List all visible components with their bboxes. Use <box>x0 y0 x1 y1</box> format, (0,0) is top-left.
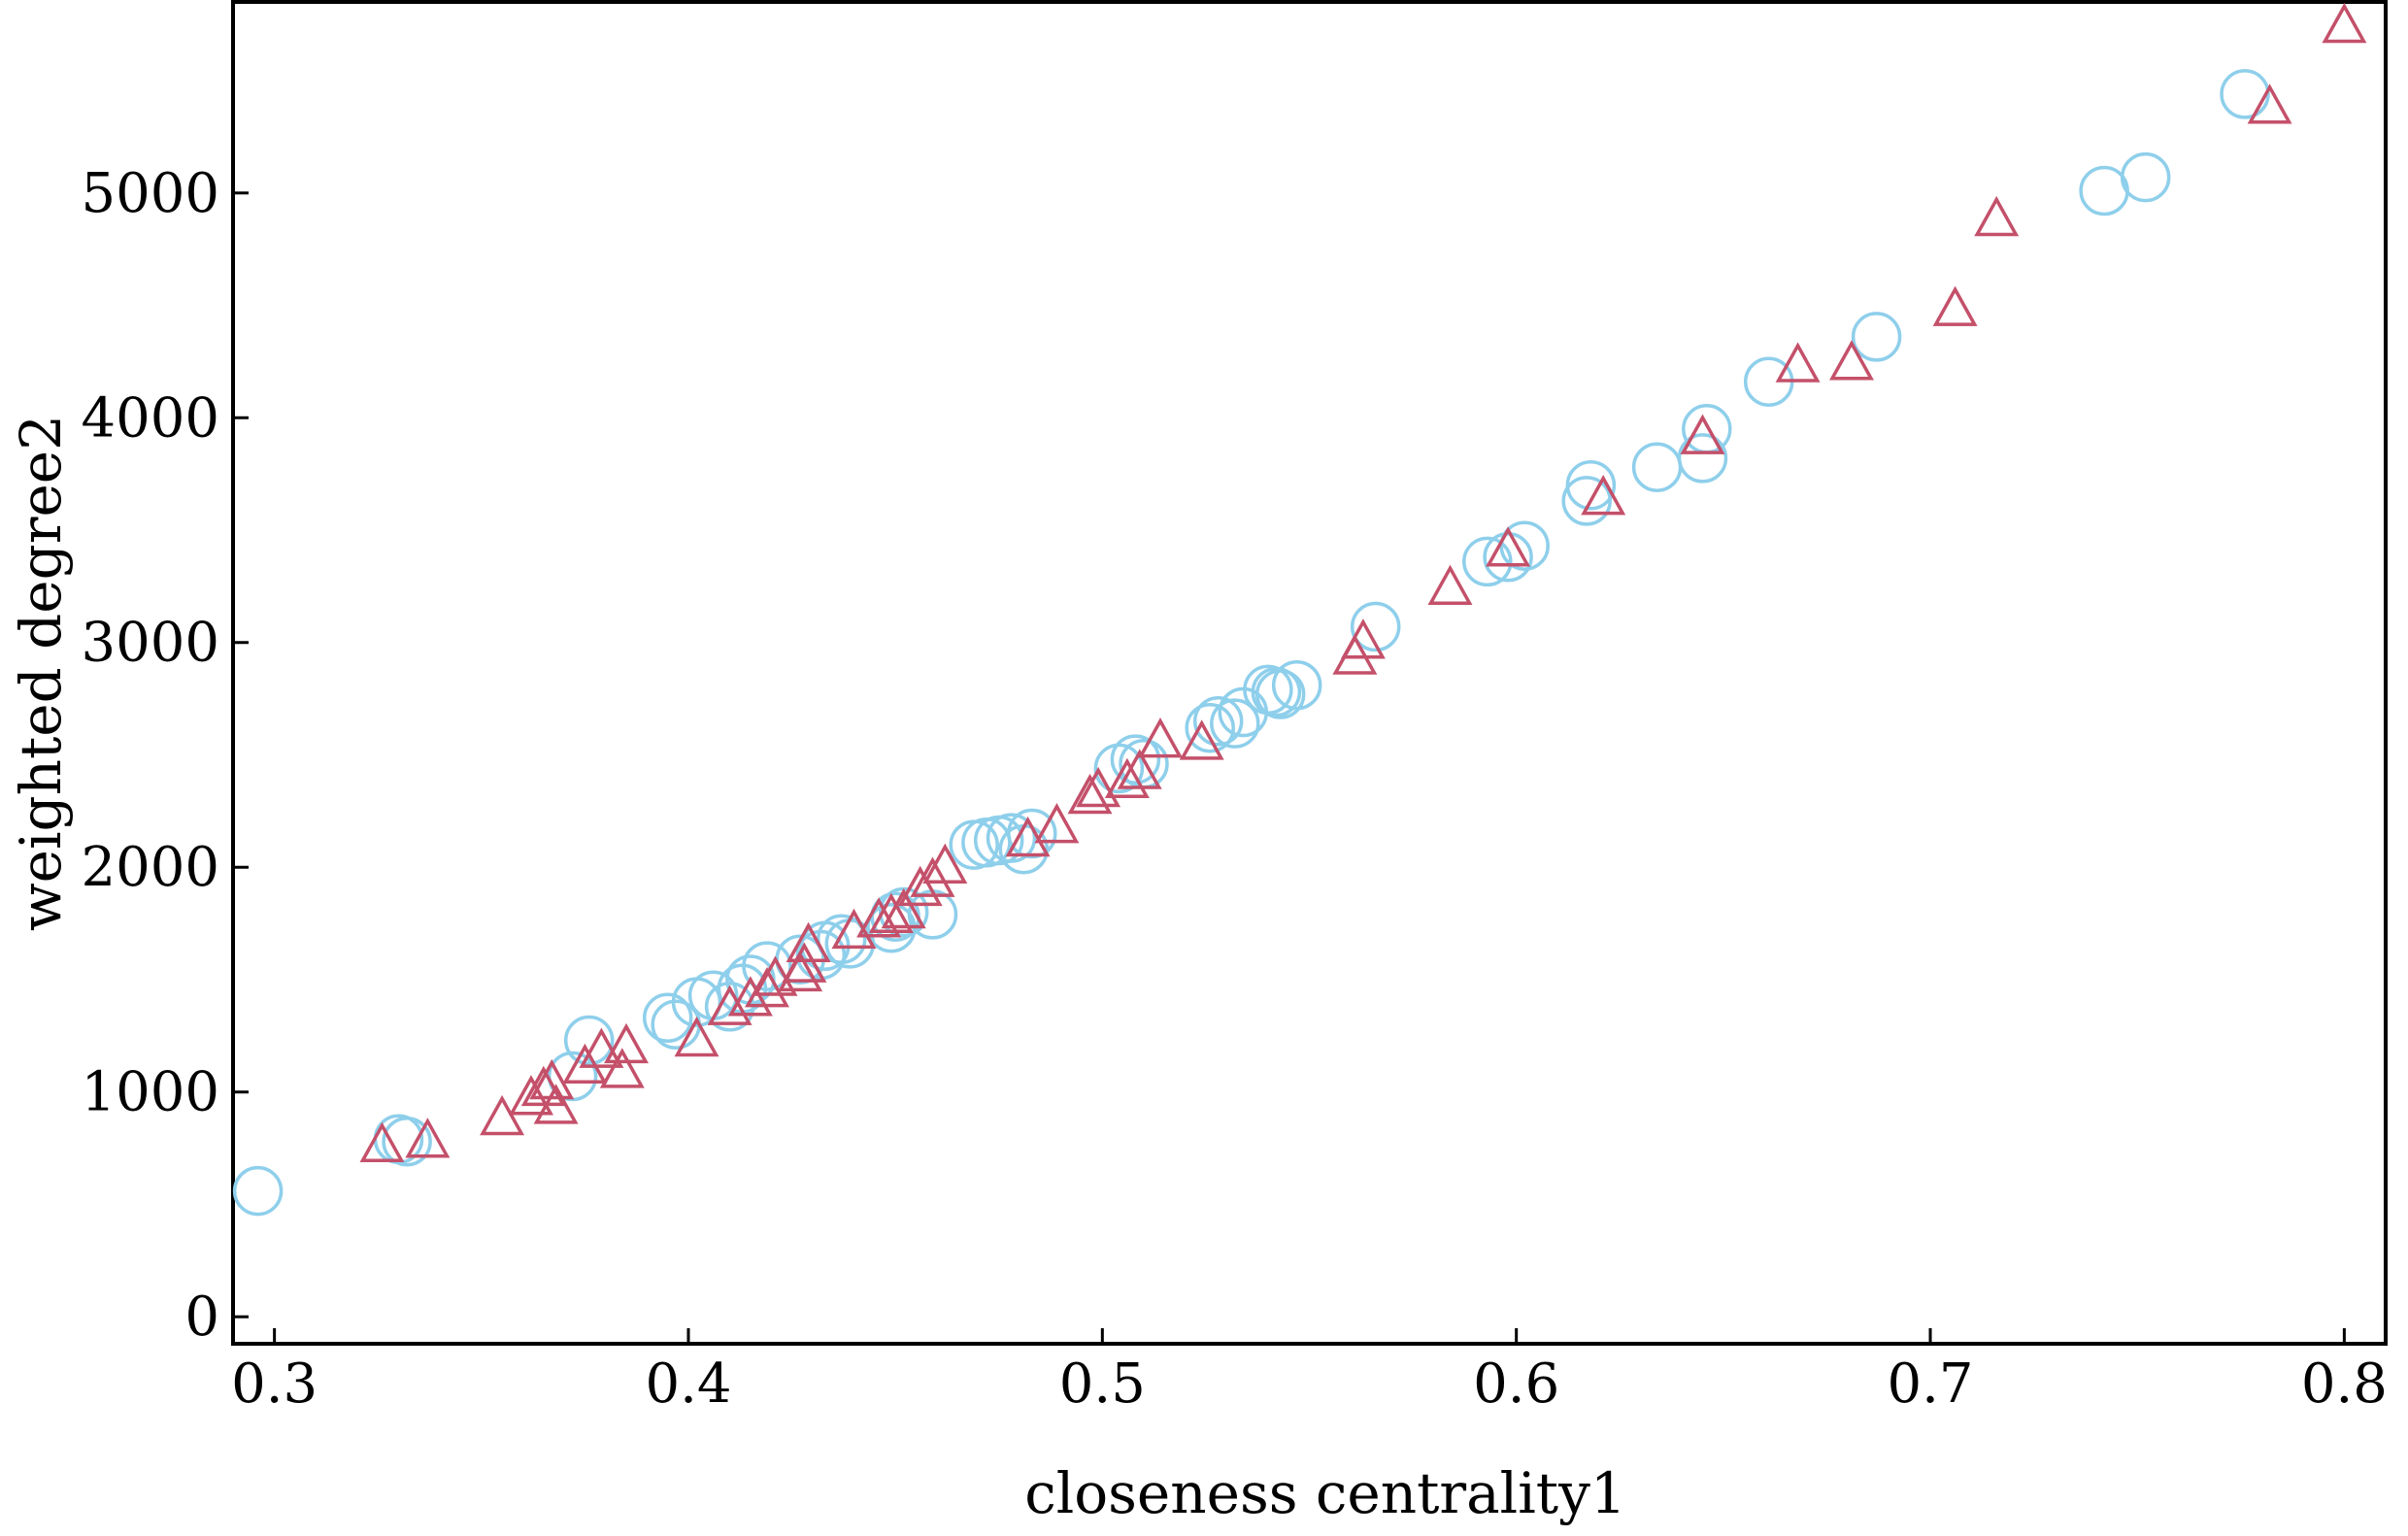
y-axis-ticks: 0 1000 2000 3000 4000 5000 <box>81 162 249 1349</box>
y-tick-label-0: 0 <box>184 1286 219 1349</box>
triangle-point-22 <box>881 887 926 929</box>
triangle-point-31 <box>1117 749 1162 789</box>
y-tick-label-3: 3000 <box>81 612 219 675</box>
triangle-point-2 <box>480 1094 525 1136</box>
triangle-point-41 <box>1829 340 1874 381</box>
triangle-point-21 <box>868 892 914 933</box>
triangle-point-37 <box>1486 526 1531 567</box>
triangle-point-38 <box>1581 474 1626 516</box>
triangle-point-6 <box>533 1084 579 1124</box>
circle-point-12 <box>742 941 792 991</box>
triangle-point-15 <box>752 955 798 996</box>
x-tick-label-0: 0.3 <box>231 1352 318 1416</box>
circle-point-39 <box>1350 601 1401 652</box>
circle-point-32 <box>1192 696 1244 747</box>
circle-point-2 <box>382 1116 432 1167</box>
circle-point-50 <box>2079 165 2129 217</box>
triangle-point-26 <box>1005 816 1051 857</box>
x-axis-ticks: 0.3 0.4 0.5 0.6 0.7 0.8 <box>231 1328 2388 1416</box>
circle-point-33 <box>1210 698 1260 749</box>
points-layer <box>232 2 2367 1217</box>
circle-point-16 <box>816 914 867 965</box>
circle-point-40 <box>1462 536 1513 587</box>
x-axis-title: closeness centrality1 <box>1024 1460 1626 1526</box>
triangle-point-18 <box>786 921 831 963</box>
triangle-point-4 <box>520 1065 566 1107</box>
triangle-point-33 <box>1179 719 1224 760</box>
x-tick-label-4: 0.7 <box>1887 1352 1973 1416</box>
x-tick-label-3: 0.6 <box>1473 1352 1559 1416</box>
triangle-point-42 <box>1932 285 1978 326</box>
triangle-point-0 <box>359 1121 405 1163</box>
circle-point-0 <box>232 1165 284 1217</box>
triangle-point-36 <box>1427 564 1473 605</box>
triangle-point-29 <box>1076 766 1121 808</box>
circle-point-42 <box>1499 520 1550 571</box>
circle-point-36 <box>1251 666 1302 718</box>
triangle-point-23 <box>897 865 943 907</box>
triangle-point-10 <box>604 1022 649 1064</box>
triangle-point-8 <box>579 1027 624 1068</box>
circle-point-47 <box>1682 404 1732 454</box>
triangle-point-14 <box>745 966 789 1008</box>
triangle-point-17 <box>782 942 827 983</box>
x-tick-label-5: 0.8 <box>2301 1352 2388 1416</box>
circle-point-8 <box>687 970 739 1020</box>
triangle-point-12 <box>707 985 752 1025</box>
triangle-point-35 <box>1340 618 1386 659</box>
triangle-point-27 <box>1034 802 1080 844</box>
triangle-point-43 <box>1974 195 2020 237</box>
triangle-point-30 <box>1104 757 1150 799</box>
triangle-point-32 <box>1138 717 1183 758</box>
y-tick-label-1: 1000 <box>81 1061 219 1124</box>
triangle-point-39 <box>1680 414 1725 454</box>
x-tick-label-1: 0.4 <box>645 1352 731 1416</box>
circle-point-5 <box>642 992 693 1044</box>
circle-point-45 <box>1631 442 1683 492</box>
triangle-point-24 <box>910 856 955 897</box>
triangle-point-11 <box>674 1016 719 1057</box>
triangle-point-13 <box>727 976 773 1017</box>
triangle-point-7 <box>562 1043 608 1085</box>
triangle-point-25 <box>922 843 968 884</box>
circle-point-51 <box>2120 151 2171 203</box>
circle-point-49 <box>1851 312 1902 362</box>
circle-point-27 <box>1007 808 1057 859</box>
y-axis-title: weighted degree2 <box>8 415 74 931</box>
circle-point-52 <box>2220 69 2270 119</box>
circle-point-25 <box>986 813 1037 863</box>
plot-frame <box>231 0 2388 1346</box>
circle-point-29 <box>1110 734 1161 785</box>
circle-point-31 <box>1185 702 1235 753</box>
circle-point-38 <box>1271 659 1322 711</box>
triangle-point-1 <box>405 1118 451 1158</box>
circle-point-41 <box>1483 532 1533 583</box>
triangle-point-40 <box>1775 342 1821 383</box>
circle-point-4 <box>563 1015 615 1066</box>
x-tick-label-2: 0.5 <box>1059 1352 1146 1416</box>
y-tick-label-5: 5000 <box>81 162 219 225</box>
triangle-point-28 <box>1067 773 1113 815</box>
circle-point-44 <box>1565 459 1617 511</box>
circle-point-43 <box>1561 476 1612 526</box>
y-tick-label-4: 4000 <box>81 386 219 450</box>
circle-point-46 <box>1677 433 1728 484</box>
triangle-point-9 <box>599 1048 645 1088</box>
triangle-point-44 <box>2247 83 2292 124</box>
y-tick-label-2: 2000 <box>81 836 219 899</box>
triangle-point-45 <box>2322 2 2367 44</box>
triangle-point-3 <box>509 1075 553 1116</box>
